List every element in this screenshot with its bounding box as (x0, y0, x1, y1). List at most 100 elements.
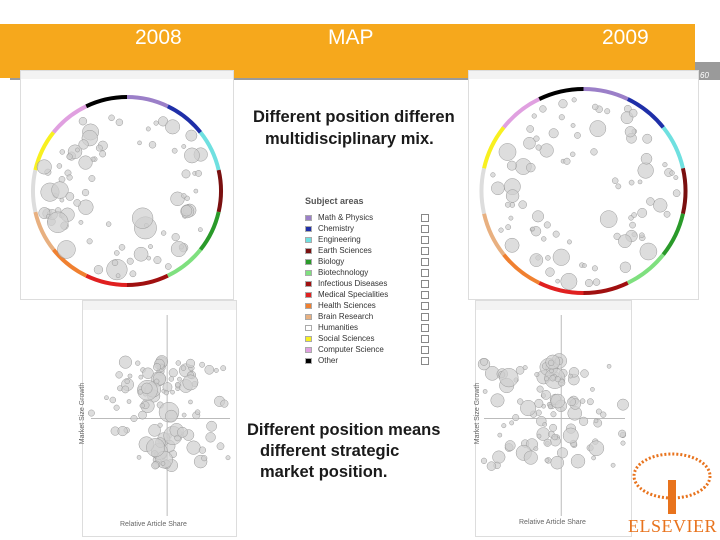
top-note-1: Different position differen (253, 108, 455, 126)
bubble (557, 447, 568, 459)
bubble (555, 278, 560, 284)
legend-label: Chemistry (318, 224, 355, 233)
bubble (640, 153, 653, 165)
ring-segment (126, 95, 169, 109)
bubble (509, 420, 515, 426)
bubble (589, 120, 607, 137)
bubble (57, 240, 76, 259)
bubble (526, 125, 534, 133)
legend-label: Brain Research (318, 312, 374, 321)
bubble (56, 163, 63, 169)
bubble (531, 113, 537, 119)
bubble (66, 153, 73, 160)
toolbar (83, 301, 236, 310)
bubble (216, 442, 225, 451)
bubble (153, 120, 159, 126)
bubble (653, 198, 668, 213)
ring-segment (166, 248, 203, 278)
bubble (534, 371, 540, 377)
checkbox[interactable] (421, 356, 429, 365)
bubble (146, 438, 165, 457)
bubble (504, 237, 520, 253)
bubble (153, 256, 162, 265)
bubble (505, 224, 512, 231)
bubble (213, 367, 219, 373)
bubble (51, 181, 69, 199)
bubble (177, 426, 188, 438)
bubble (637, 179, 643, 185)
bubble (552, 230, 560, 238)
ring-segment (216, 169, 223, 213)
bubble (142, 367, 154, 379)
checkbox[interactable] (421, 301, 429, 310)
header-left: 2008 (135, 26, 182, 49)
checkbox[interactable] (421, 312, 429, 321)
checkbox[interactable] (421, 257, 429, 266)
legend-item: Social Sciences (305, 333, 435, 344)
checkbox[interactable] (421, 345, 429, 354)
bubble (558, 114, 565, 121)
checkbox[interactable] (421, 213, 429, 222)
bubble (174, 434, 181, 442)
bubble (673, 175, 679, 181)
bubble (586, 398, 594, 406)
ring-segment (661, 126, 685, 169)
checkbox[interactable] (421, 268, 429, 277)
bubble (146, 255, 152, 261)
checkbox[interactable] (421, 334, 429, 343)
bubble (534, 398, 544, 408)
checkbox[interactable] (421, 235, 429, 244)
bubble (194, 409, 201, 415)
bubble (497, 432, 503, 438)
checkbox[interactable] (421, 323, 429, 332)
toolbar (469, 71, 698, 79)
legend-label: Social Sciences (318, 334, 375, 343)
ring-segment (51, 104, 88, 134)
bubble (93, 265, 104, 275)
trunk (668, 480, 676, 514)
checkbox[interactable] (421, 290, 429, 299)
bubble (498, 227, 504, 233)
bubble (180, 365, 187, 371)
bubble (148, 424, 161, 437)
bubble (124, 378, 130, 385)
bubble (188, 399, 193, 405)
bubble (536, 433, 542, 439)
checkbox[interactable] (421, 224, 429, 233)
bubble (180, 205, 193, 217)
bubble (550, 411, 557, 418)
bubble (492, 450, 506, 464)
bubble (104, 395, 109, 401)
bubble (78, 117, 88, 126)
crown (632, 452, 712, 500)
bubble (618, 234, 632, 248)
bubble (663, 210, 671, 218)
legend-label: Earth Sciences (318, 246, 372, 255)
legend-swatch (305, 324, 312, 331)
bubble (106, 259, 128, 281)
bubble (186, 440, 201, 455)
bubble (115, 273, 121, 279)
bubble (113, 250, 120, 256)
bubble (118, 355, 132, 369)
bubble (550, 455, 564, 470)
bubble (574, 132, 581, 139)
bubble (592, 103, 599, 111)
bubble (593, 418, 599, 424)
bubble (536, 385, 544, 393)
bubble (78, 199, 94, 215)
legend-label: Biology (318, 257, 345, 266)
checkbox[interactable] (421, 279, 429, 288)
bubble (182, 374, 199, 391)
bubble (139, 403, 145, 409)
header-right: 2009 (602, 26, 649, 49)
checkbox[interactable] (421, 246, 429, 255)
bubble (163, 390, 169, 396)
bubble (181, 412, 187, 418)
bubble (160, 230, 167, 236)
bubble (145, 126, 151, 132)
bubble (171, 233, 180, 242)
bubble (533, 135, 540, 142)
bubble (563, 157, 571, 165)
bubble (548, 128, 559, 139)
